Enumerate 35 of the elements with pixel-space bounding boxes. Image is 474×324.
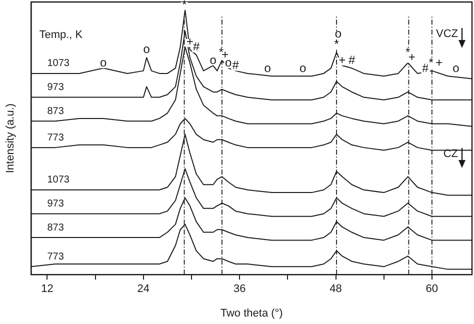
annotation: Temp., K	[39, 29, 84, 42]
series-label: 1073	[47, 174, 70, 186]
series-label: 973	[47, 82, 64, 94]
annotation: +	[436, 55, 443, 70]
series-label: 773	[47, 251, 64, 262]
annotation: VCZ	[436, 28, 458, 40]
x-tick-label: 60	[426, 283, 438, 296]
x-tick-label: 48	[330, 283, 342, 296]
annotation: +	[186, 34, 194, 48]
annotation: #	[422, 60, 430, 75]
annotation: +	[338, 52, 346, 67]
annotation: o	[143, 42, 150, 56]
annotation: o	[300, 60, 307, 75]
y-axis-title: Intensity (a.u.)	[4, 103, 17, 174]
annotation: o	[210, 52, 217, 67]
x-tick-label: 24	[137, 283, 150, 296]
series-label: 1073	[47, 58, 70, 70]
annotation: +	[408, 50, 416, 64]
annotation: *	[218, 44, 224, 59]
annotation: #	[232, 58, 240, 72]
annotation: #	[348, 52, 356, 67]
annotation: #	[192, 40, 200, 54]
annotation: o	[264, 60, 272, 75]
series-label: 873	[47, 222, 64, 234]
series-label: 873	[47, 106, 64, 117]
annotation: o	[334, 26, 342, 40]
annotation: *	[406, 44, 411, 59]
series-label: 773	[47, 132, 64, 144]
series-label: 973	[47, 198, 64, 210]
x-axis-title: Two theta (°)	[220, 307, 283, 320]
x-tick-label: 12	[41, 283, 54, 296]
annotation: *	[428, 55, 434, 70]
x-tick-label: 36	[233, 283, 246, 296]
annotation: o	[452, 60, 460, 75]
annotation: o	[100, 55, 107, 70]
